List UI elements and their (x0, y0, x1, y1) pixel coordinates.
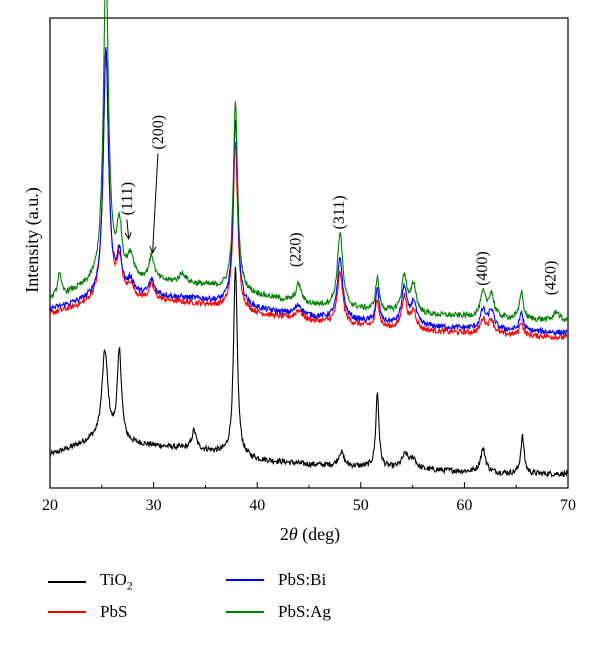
annotation-arrow (126, 219, 130, 239)
legend-item-pbs-ag: PbS:Ag (226, 602, 331, 622)
legend-swatch-tio2 (48, 580, 86, 583)
peak-annotation: (311) (331, 195, 348, 229)
y-axis-label: Intensity (a.u.) (22, 187, 43, 292)
x-tick-label: 50 (353, 497, 369, 514)
peak-annotation: (111) (119, 182, 136, 215)
annotation-arrow (152, 153, 159, 254)
legend-label-pbs-ag: PbS:Ag (278, 602, 331, 621)
x-axis-label: 2θ (deg) (280, 524, 340, 545)
series-line (49, 47, 569, 342)
legend-item-pbs: PbS (48, 602, 127, 622)
legend-label-tio2: TiO2 (100, 570, 133, 593)
legend-label-pbs: PbS (100, 602, 128, 621)
x-tick-label: 60 (456, 497, 472, 514)
series-tio2 (49, 266, 569, 478)
peak-annotation: (200) (150, 115, 167, 150)
legend-item-pbs-bi: PbS:Bi (226, 570, 326, 590)
x-tick-label: 20 (42, 497, 58, 514)
x-axis-ticks: 20 30 40 50 60 70 (42, 482, 576, 514)
x-tick-label: 30 (146, 497, 162, 514)
legend-item-tio2: TiO2 (48, 570, 133, 593)
annotation-layer: (111) (200) (220) (311) (400) (420) (119, 115, 560, 295)
legend: TiO2 PbS PbS:Bi PbS:Ag (48, 570, 568, 630)
legend-label-pbs-bi: PbS:Bi (278, 570, 327, 589)
series-pbs (49, 47, 569, 342)
x-tick-label: 70 (560, 497, 576, 514)
annotation-arrowhead (124, 232, 132, 241)
peak-annotation: (220) (288, 232, 305, 267)
legend-swatch-pbs (48, 611, 86, 613)
series-pbs-ag (49, 0, 569, 323)
x-tick-label: 40 (249, 497, 265, 514)
series-line (49, 46, 569, 337)
annotation-arrowhead (149, 246, 157, 255)
series-line (49, 266, 569, 478)
series-line (49, 0, 569, 323)
series-layer (49, 0, 569, 478)
peak-annotation: (420) (543, 261, 560, 296)
peak-annotation: (400) (474, 251, 491, 286)
legend-swatch-pbs-bi (226, 579, 264, 581)
series-pbs-bi (49, 46, 569, 337)
legend-swatch-pbs-ag (226, 611, 264, 613)
